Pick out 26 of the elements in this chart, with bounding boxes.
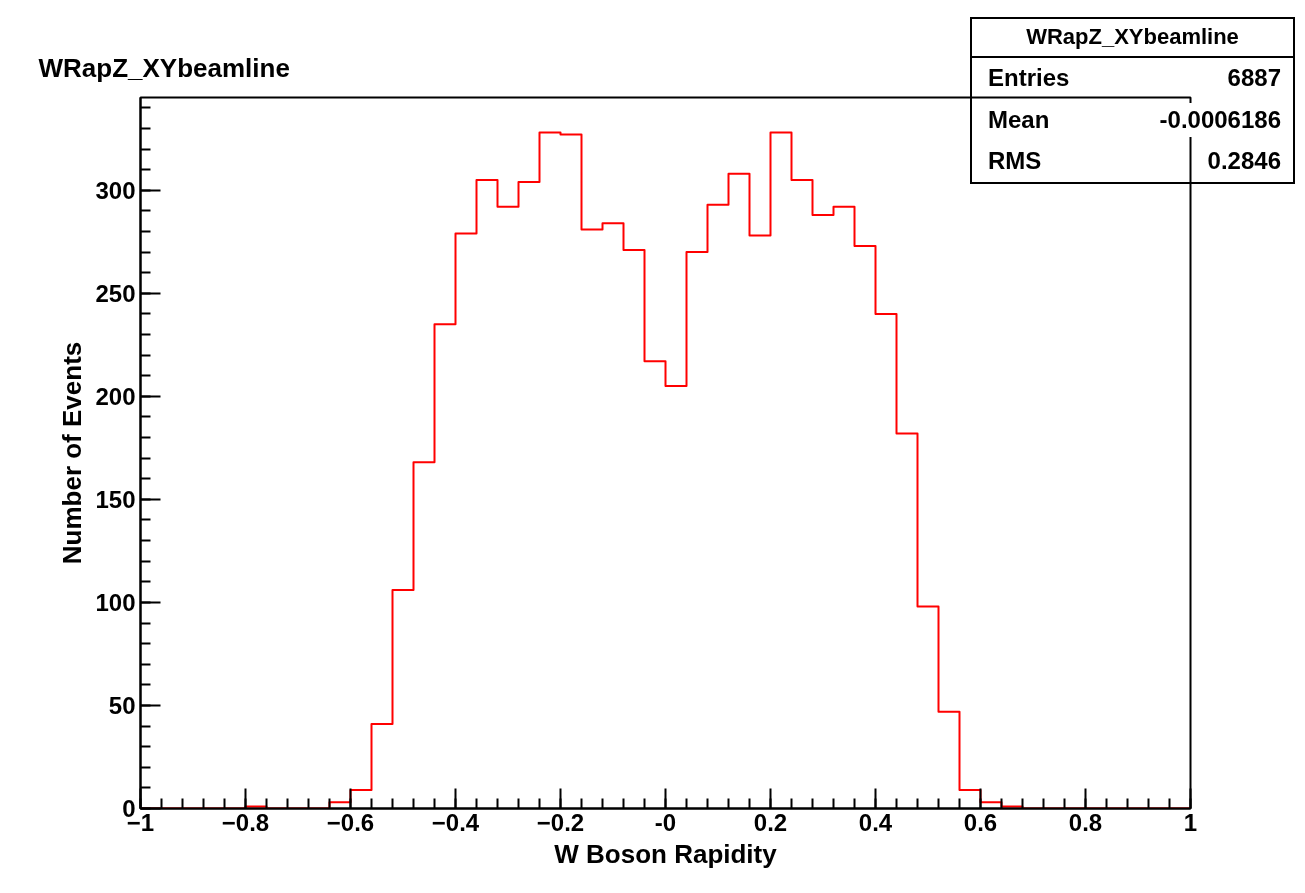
text: WRapZ_XYbeamline bbox=[972, 19, 1293, 59]
x-tick-label: −0.4 bbox=[431, 808, 480, 836]
y-tick-label: 250 bbox=[95, 279, 136, 307]
x-tick-label: −0.2 bbox=[536, 808, 585, 836]
x-tick-label: 1 bbox=[1183, 808, 1198, 836]
x-tick-label: 0.6 bbox=[963, 808, 998, 836]
x-tick-label: 0.8 bbox=[1068, 808, 1103, 836]
y-tick-label: 200 bbox=[95, 382, 136, 410]
text: 0.2846 bbox=[1207, 143, 1281, 179]
y-tick-label: 150 bbox=[95, 485, 136, 513]
y-tick-label: 100 bbox=[95, 588, 136, 616]
y-tick-label: 50 bbox=[108, 691, 136, 719]
x-axis-title: W Boson Rapidity bbox=[554, 838, 778, 869]
x-tick-label: −0.6 bbox=[326, 808, 375, 836]
x-tick-label: −0.8 bbox=[221, 808, 270, 836]
annotation: Mean bbox=[988, 102, 1050, 137]
y-tick-label: 300 bbox=[95, 176, 136, 204]
annotation: -0.0006186 bbox=[1159, 102, 1281, 137]
x-tick-label: -0 bbox=[654, 808, 677, 836]
annotation: RMS bbox=[988, 143, 1042, 179]
x-tick-label: 0.4 bbox=[858, 808, 893, 836]
chart-title: WRapZ_XYbeamline bbox=[38, 52, 290, 83]
text: 6887 bbox=[1227, 61, 1281, 96]
text: Entries bbox=[988, 61, 1070, 96]
x-tick-label: 0.2 bbox=[753, 808, 788, 836]
y-axis-title: Number of Events bbox=[57, 341, 88, 565]
